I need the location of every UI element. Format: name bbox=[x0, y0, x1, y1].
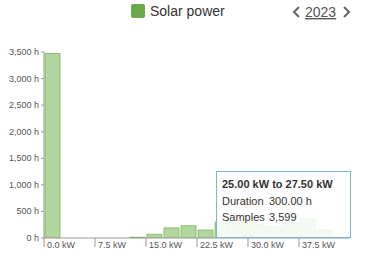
x-tick-label: 7.5 kW bbox=[98, 240, 127, 250]
y-tick-label: 1,500 h bbox=[9, 153, 39, 163]
y-tick-label: 3,000 h bbox=[9, 74, 39, 84]
bar bbox=[181, 226, 196, 238]
y-tick-label: 1,000 h bbox=[9, 180, 39, 190]
tooltip-value: 3,599 bbox=[269, 211, 297, 223]
x-tick-label: 22.5 kW bbox=[200, 240, 234, 250]
x-tick-label: 0.0 kW bbox=[47, 240, 76, 250]
y-tick-label: 2,000 h bbox=[9, 127, 39, 137]
x-tick bbox=[197, 238, 198, 247]
prev-arrow[interactable] bbox=[294, 7, 299, 17]
y-tick-label: 3,500 h bbox=[9, 47, 39, 57]
tooltip-value: 300.00 h bbox=[269, 195, 312, 207]
y-axis bbox=[44, 52, 45, 238]
x-tick-label: 37.5 kW bbox=[302, 240, 336, 250]
bar bbox=[147, 234, 162, 238]
x-tick bbox=[44, 238, 45, 247]
x-tick bbox=[248, 238, 249, 247]
tooltip-key: Duration bbox=[222, 195, 264, 207]
x-tick-label: 15.0 kW bbox=[149, 240, 183, 250]
next-arrow[interactable] bbox=[344, 7, 349, 17]
tooltip-key: Samples bbox=[222, 211, 265, 223]
x-tick-label: 30.0 kW bbox=[251, 240, 285, 250]
y-tick-label: 0 h bbox=[26, 233, 39, 243]
tooltip-box bbox=[217, 172, 351, 238]
tooltip-title: 25.00 kW to 27.50 kW bbox=[222, 178, 333, 190]
y-tick-label: 2,500 h bbox=[9, 100, 39, 110]
y-tick-label: 500 h bbox=[16, 206, 39, 216]
tooltip: 25.00 kW to 27.50 kW Duration 300.00 h Samp… bbox=[217, 172, 351, 238]
x-tick bbox=[299, 238, 300, 247]
period-label[interactable]: 2023 bbox=[305, 4, 336, 20]
x-tick bbox=[146, 238, 147, 247]
bar bbox=[198, 230, 213, 238]
x-tick bbox=[95, 238, 96, 247]
bar bbox=[45, 54, 60, 238]
legend-swatch bbox=[131, 4, 145, 18]
bar bbox=[164, 228, 179, 238]
legend-label: Solar power bbox=[150, 3, 225, 19]
